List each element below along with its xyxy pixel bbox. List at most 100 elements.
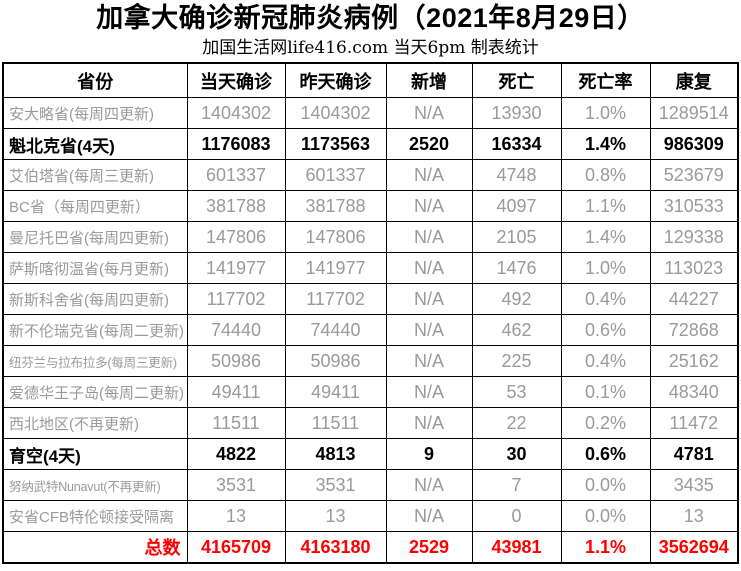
cell-province: 安大略省(每周四更新) [2, 97, 188, 129]
cell-yesterday: 381788 [284, 190, 387, 222]
cell-today: 1404302 [186, 97, 286, 129]
cell-province: 萨斯喀彻温省(每月更新) [2, 252, 188, 284]
table-row: 纽芬兰与拉布拉多(每周三更新) 50986 50986 N/A 225 0.4% 25162 [2, 345, 739, 377]
cell-recovered: 4781 [649, 438, 739, 470]
cell-deaths: 16334 [471, 128, 562, 160]
cell-province: 新不伦瑞克省(每周二更新) [2, 314, 188, 346]
cell-today: 1176083 [186, 128, 286, 160]
cell-province: 新斯科舍省(每周四更新) [2, 283, 188, 315]
cell-deaths: 462 [471, 314, 562, 346]
cell-today: 4165709 [186, 531, 286, 564]
table-body: 安大略省(每周四更新) 1404302 1404302 N/A 13930 1.0% 128… [2, 97, 739, 564]
cell-death-rate: 0.0% [560, 500, 651, 532]
total-row: 总数 4165709 4163180 2529 43981 1.1% 3562694 [2, 531, 739, 564]
table-header-row: 省份 当天确诊 昨天确诊 新增 死亡 死亡率 康复 [2, 62, 739, 98]
table-row: 新斯科舍省(每周四更新) 117702 117702 N/A 492 0.4% 44227 [2, 283, 739, 315]
cell-death-rate: 0.2% [560, 407, 651, 439]
cell-province: 魁北克省(4天) [2, 128, 188, 160]
cell-new-cases: N/A [385, 314, 473, 346]
cell-yesterday: 147806 [284, 221, 387, 253]
cell-yesterday: 117702 [284, 283, 387, 315]
table-row: 新不伦瑞克省(每周二更新) 74440 74440 N/A 462 0.6% 72868 [2, 314, 739, 346]
table-row: 安省CFB特伦顿接受隔离 13 13 N/A 0 0.0% 13 [2, 500, 739, 532]
cell-new-cases: 9 [385, 438, 473, 470]
cell-yesterday: 13 [284, 500, 387, 532]
cell-recovered: 3435 [649, 469, 739, 501]
cell-today: 50986 [186, 345, 286, 377]
cell-today: 49411 [186, 376, 286, 408]
cell-recovered: 3562694 [649, 531, 739, 564]
cell-yesterday: 74440 [284, 314, 387, 346]
cell-new-cases: N/A [385, 500, 473, 532]
cell-today: 74440 [186, 314, 286, 346]
cell-recovered: 72868 [649, 314, 739, 346]
cell-deaths: 22 [471, 407, 562, 439]
cell-new-cases: N/A [385, 190, 473, 222]
cell-deaths: 1476 [471, 252, 562, 284]
cell-province: 艾伯塔省(每周三更新) [2, 159, 188, 191]
cell-today: 11511 [186, 407, 286, 439]
cell-new-cases: N/A [385, 221, 473, 253]
cell-recovered: 13 [649, 500, 739, 532]
cell-deaths: 30 [471, 438, 562, 470]
header-deaths: 死亡 [471, 62, 562, 98]
cell-province: 纽芬兰与拉布拉多(每周三更新) [2, 345, 188, 377]
cell-today: 13 [186, 500, 286, 532]
cell-deaths: 4097 [471, 190, 562, 222]
cell-new-cases: 2520 [385, 128, 473, 160]
covid-stats-table: 省份 当天确诊 昨天确诊 新增 死亡 死亡率 康复 安大略省(每周四更新) 140… [2, 62, 739, 564]
table-row: 育空(4天) 4822 4813 9 30 0.6% 4781 [2, 438, 739, 470]
cell-yesterday: 1173563 [284, 128, 387, 160]
cell-death-rate: 1.0% [560, 252, 651, 284]
cell-province: 曼尼托巴省(每周四更新) [2, 221, 188, 253]
table-row: BC省（每周四更新） 381788 381788 N/A 4097 1.1% 310533 [2, 190, 739, 222]
cell-deaths: 7 [471, 469, 562, 501]
cell-new-cases: N/A [385, 345, 473, 377]
cell-deaths: 0 [471, 500, 562, 532]
cell-recovered: 310533 [649, 190, 739, 222]
header-today-confirmed: 当天确诊 [186, 62, 286, 98]
cell-new-cases: N/A [385, 469, 473, 501]
cell-new-cases: N/A [385, 407, 473, 439]
cell-today: 117702 [186, 283, 286, 315]
cell-province: 安省CFB特伦顿接受隔离 [2, 500, 188, 532]
cell-death-rate: 0.6% [560, 438, 651, 470]
cell-deaths: 53 [471, 376, 562, 408]
cell-death-rate: 0.4% [560, 345, 651, 377]
header-yesterday-confirmed: 昨天确诊 [284, 62, 387, 98]
cell-recovered: 44227 [649, 283, 739, 315]
cell-yesterday: 49411 [284, 376, 387, 408]
cell-yesterday: 4163180 [284, 531, 387, 564]
cell-death-rate: 1.4% [560, 221, 651, 253]
cell-deaths: 492 [471, 283, 562, 315]
table-row: 魁北克省(4天) 1176083 1173563 2520 16334 1.4% 98630… [2, 128, 739, 160]
cell-yesterday: 141977 [284, 252, 387, 284]
cell-recovered: 523679 [649, 159, 739, 191]
cell-death-rate: 0.6% [560, 314, 651, 346]
table-row: 爱德华王子岛(每周二更新) 49411 49411 N/A 53 0.1% 48340 [2, 376, 739, 408]
cell-recovered: 1289514 [649, 97, 739, 129]
cell-recovered: 11472 [649, 407, 739, 439]
header-death-rate: 死亡率 [560, 62, 651, 98]
cell-recovered: 25162 [649, 345, 739, 377]
page-title: 加拿大确诊新冠肺炎病例（2021年8月29日） [96, 3, 645, 33]
cell-province: BC省（每周四更新） [2, 190, 188, 222]
cell-death-rate: 1.1% [560, 190, 651, 222]
cell-yesterday: 50986 [284, 345, 387, 377]
cell-deaths: 4748 [471, 159, 562, 191]
cell-province: 总数 [2, 531, 188, 564]
cell-today: 381788 [186, 190, 286, 222]
cell-deaths: 2105 [471, 221, 562, 253]
cell-new-cases: N/A [385, 252, 473, 284]
cell-recovered: 113023 [649, 252, 739, 284]
cell-today: 141977 [186, 252, 286, 284]
cell-death-rate: 0.1% [560, 376, 651, 408]
table-row: 努纳武特Nunavut(不再更新) 3531 3531 N/A 7 0.0% 3435 [2, 469, 739, 501]
cell-province: 努纳武特Nunavut(不再更新) [2, 469, 188, 501]
cell-province: 育空(4天) [2, 438, 188, 470]
cell-death-rate: 1.4% [560, 128, 651, 160]
table-row: 萨斯喀彻温省(每月更新) 141977 141977 N/A 1476 1.0% 11302… [2, 252, 739, 284]
cell-yesterday: 601337 [284, 159, 387, 191]
cell-deaths: 13930 [471, 97, 562, 129]
table-row: 安大略省(每周四更新) 1404302 1404302 N/A 13930 1.0% 128… [2, 97, 739, 129]
